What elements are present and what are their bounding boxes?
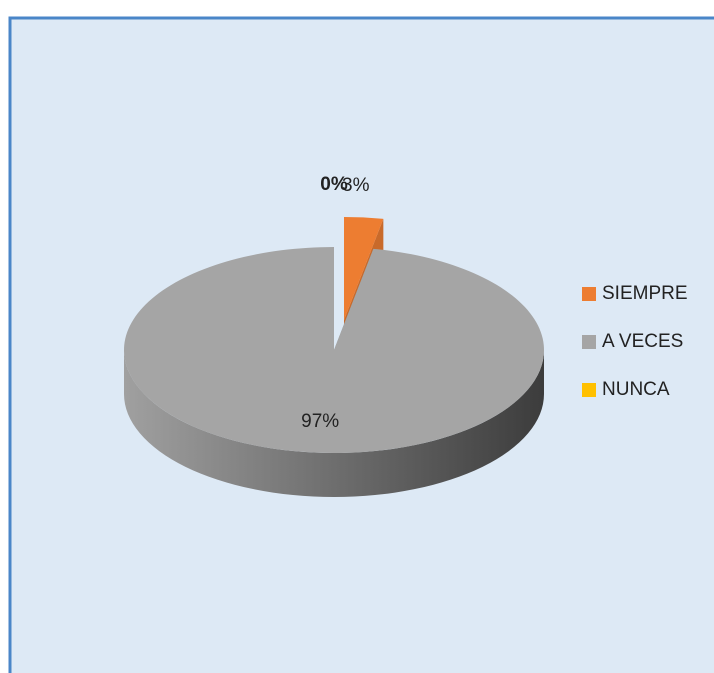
- data-label: 97%: [301, 411, 339, 432]
- legend-swatch: [582, 335, 596, 349]
- slice: [344, 217, 384, 320]
- legend-swatch: [582, 383, 596, 397]
- data-label: 3%: [342, 175, 370, 196]
- legend-label: A VECES: [602, 331, 683, 352]
- slice-side: [124, 350, 544, 497]
- legend-swatch: [582, 287, 596, 301]
- legend-label: SIEMPRE: [602, 283, 688, 304]
- legend-label: NUNCA: [602, 379, 670, 400]
- data-label: 0%: [320, 174, 348, 195]
- slice: [123, 247, 544, 454]
